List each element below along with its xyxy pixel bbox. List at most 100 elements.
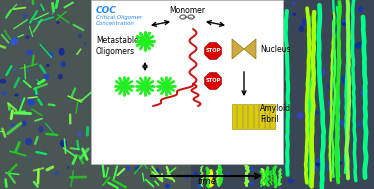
Ellipse shape [49, 52, 55, 57]
Text: Nucleus: Nucleus [260, 44, 291, 53]
Ellipse shape [285, 77, 289, 80]
Ellipse shape [29, 159, 31, 161]
Text: STOP: STOP [205, 78, 221, 84]
Ellipse shape [44, 74, 49, 80]
Bar [248, 104, 253, 129]
Ellipse shape [341, 120, 346, 127]
Ellipse shape [46, 64, 49, 67]
Ellipse shape [15, 94, 19, 97]
Text: Monomer: Monomer [169, 6, 205, 15]
Ellipse shape [60, 139, 67, 147]
Ellipse shape [302, 172, 305, 174]
Ellipse shape [36, 79, 39, 83]
Ellipse shape [334, 166, 340, 171]
Ellipse shape [333, 27, 341, 35]
Ellipse shape [126, 166, 130, 170]
Ellipse shape [59, 48, 64, 56]
Ellipse shape [77, 132, 82, 136]
Ellipse shape [268, 170, 272, 174]
Bar [265, 104, 270, 129]
Ellipse shape [293, 13, 296, 16]
Ellipse shape [299, 25, 304, 33]
Bar [260, 104, 264, 129]
Bar [232, 104, 236, 129]
Ellipse shape [358, 6, 363, 12]
Ellipse shape [135, 166, 140, 171]
Ellipse shape [218, 174, 221, 177]
Ellipse shape [39, 126, 43, 133]
Text: STOP: STOP [205, 49, 221, 53]
Ellipse shape [56, 21, 59, 24]
Text: Amyloid
Fibril: Amyloid Fibril [260, 104, 291, 124]
Ellipse shape [316, 158, 322, 162]
Ellipse shape [27, 98, 35, 106]
Ellipse shape [101, 166, 105, 170]
Text: Critical Oligomer
Concentration: Critical Oligomer Concentration [96, 15, 142, 26]
Ellipse shape [309, 75, 313, 79]
Ellipse shape [67, 166, 69, 169]
Ellipse shape [319, 69, 327, 76]
Text: Metastable
Oligomers: Metastable Oligomers [96, 36, 139, 56]
Ellipse shape [226, 173, 230, 176]
Ellipse shape [356, 122, 361, 127]
Ellipse shape [84, 42, 86, 45]
Bar [237, 104, 242, 129]
Ellipse shape [339, 161, 343, 164]
Ellipse shape [346, 39, 355, 45]
Ellipse shape [345, 143, 348, 147]
Ellipse shape [2, 91, 7, 95]
Ellipse shape [328, 99, 335, 108]
Ellipse shape [37, 174, 39, 177]
Ellipse shape [250, 167, 254, 171]
Ellipse shape [116, 172, 119, 175]
Ellipse shape [13, 68, 17, 71]
Ellipse shape [55, 171, 58, 175]
Polygon shape [205, 43, 221, 59]
Ellipse shape [35, 93, 38, 96]
Ellipse shape [36, 21, 40, 25]
Ellipse shape [341, 19, 350, 26]
Ellipse shape [23, 13, 27, 18]
Ellipse shape [0, 79, 6, 84]
Bar [191, 164, 283, 189]
Ellipse shape [337, 119, 342, 125]
Ellipse shape [297, 112, 304, 119]
Ellipse shape [24, 174, 25, 178]
Ellipse shape [288, 179, 294, 184]
Ellipse shape [25, 35, 29, 39]
Ellipse shape [332, 13, 338, 23]
Ellipse shape [360, 90, 368, 95]
Ellipse shape [334, 134, 338, 141]
Ellipse shape [342, 22, 346, 26]
Ellipse shape [155, 169, 159, 173]
Bar [91, 0, 283, 164]
Bar [243, 104, 248, 129]
Ellipse shape [251, 182, 254, 186]
Bar [283, 0, 374, 189]
Ellipse shape [333, 148, 338, 153]
Ellipse shape [22, 120, 27, 127]
Ellipse shape [326, 163, 332, 171]
Ellipse shape [355, 42, 362, 49]
Ellipse shape [314, 111, 319, 115]
Bar [270, 104, 275, 129]
Ellipse shape [194, 171, 197, 175]
Ellipse shape [302, 18, 309, 26]
Ellipse shape [165, 184, 170, 188]
Text: time: time [197, 177, 217, 186]
Ellipse shape [314, 163, 321, 166]
Text: COC: COC [96, 6, 117, 15]
Ellipse shape [316, 169, 318, 171]
Ellipse shape [331, 32, 338, 36]
Ellipse shape [313, 165, 318, 173]
Ellipse shape [58, 74, 63, 79]
Ellipse shape [327, 84, 334, 89]
Ellipse shape [341, 76, 347, 84]
Polygon shape [244, 39, 256, 59]
Ellipse shape [193, 172, 196, 175]
Bar [91, 164, 191, 189]
Ellipse shape [10, 124, 15, 127]
Ellipse shape [27, 70, 30, 72]
Ellipse shape [165, 167, 168, 170]
Polygon shape [232, 39, 244, 59]
